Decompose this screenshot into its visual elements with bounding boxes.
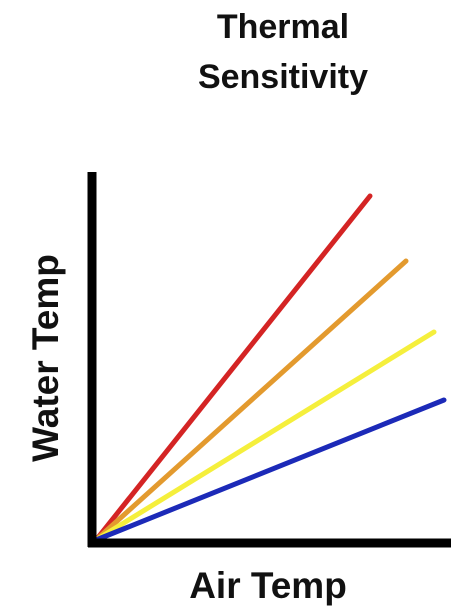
x-axis-label: Air Temp bbox=[189, 565, 347, 606]
title-line: Thermal bbox=[217, 8, 349, 46]
red-line bbox=[93, 193, 373, 543]
orange-line bbox=[93, 258, 409, 543]
y-axis-label: Water Temp bbox=[25, 254, 66, 462]
yellow-line bbox=[93, 329, 437, 543]
title-line: Sensitivity bbox=[198, 58, 368, 96]
blue-line bbox=[93, 397, 447, 543]
